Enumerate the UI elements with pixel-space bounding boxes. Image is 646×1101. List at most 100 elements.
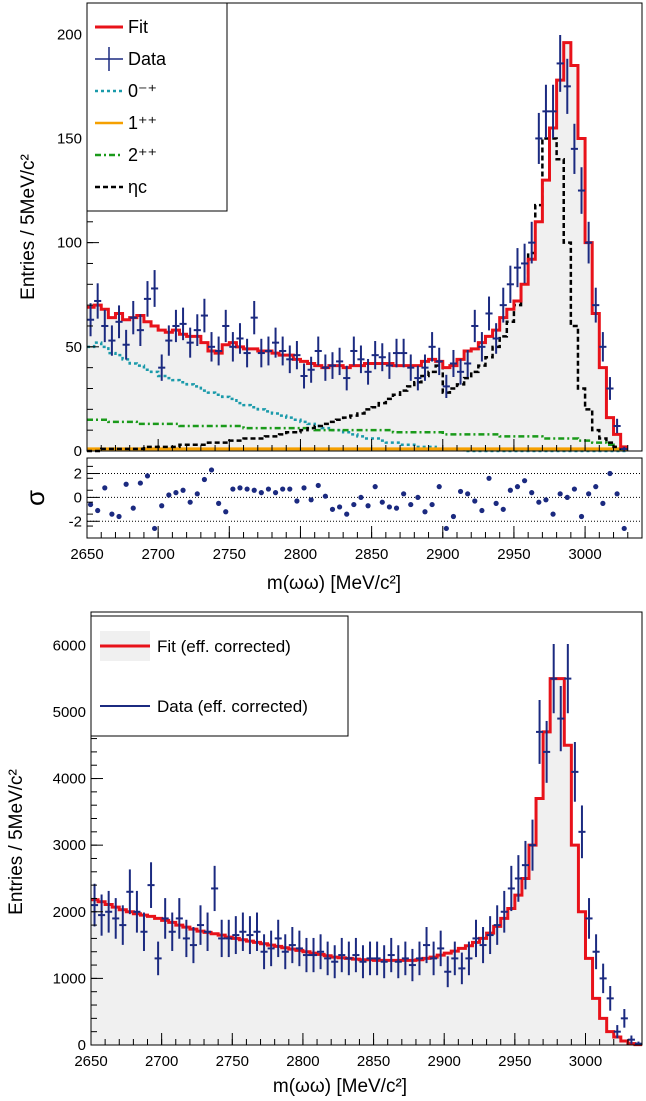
legend-data-label: Data (128, 49, 167, 69)
pull-point (223, 509, 229, 515)
data-eff-point (147, 862, 155, 908)
pull-point (95, 507, 101, 514)
data-eff-point (302, 937, 310, 973)
data-point (222, 309, 230, 343)
pull-point (201, 476, 208, 483)
data-eff-point (514, 855, 522, 902)
data-eff-point (430, 941, 438, 976)
data-point (87, 303, 95, 337)
data-eff-point (458, 952, 466, 985)
data-eff-point (274, 919, 282, 958)
data-point (158, 354, 166, 381)
pull-point (465, 491, 471, 497)
pull-point (408, 501, 414, 508)
data-eff-point (521, 840, 529, 890)
data-eff-point (232, 916, 240, 955)
data-eff-point (557, 685, 565, 752)
pull-point (486, 475, 492, 481)
pull-point (123, 481, 129, 487)
pull-point (294, 498, 300, 504)
x-tick-label: 2700 (145, 1053, 178, 1070)
data-point (250, 300, 258, 335)
data-eff-point (423, 927, 431, 964)
pull-point (251, 487, 257, 493)
data-point (492, 323, 500, 354)
pull-point (159, 503, 165, 509)
data-eff-point (175, 898, 183, 939)
data-point (207, 332, 216, 362)
data-point (286, 345, 294, 374)
data-eff-point (140, 912, 148, 951)
data-point (300, 363, 308, 389)
pull-point (322, 493, 328, 499)
pull-point (187, 499, 193, 505)
data-point (535, 112, 543, 164)
pull-point (180, 487, 186, 493)
data-point (442, 374, 450, 399)
data-eff-point (246, 916, 254, 955)
legend-fit-label: Fit (128, 17, 148, 37)
data-point (421, 354, 429, 381)
pull-point (137, 480, 143, 486)
x-tick-label: 2800 (286, 1053, 319, 1070)
pull-point (586, 491, 592, 497)
legend-fit-eff-label: Fit (eff. corrected) (157, 637, 291, 656)
data-eff-point (189, 927, 197, 964)
data-point (314, 336, 322, 366)
pull-point (564, 494, 570, 501)
data-point (613, 418, 621, 434)
y-axis-label: Entries / 5MeV/c² (18, 154, 39, 300)
data-eff-point (133, 890, 141, 933)
data-point (321, 354, 329, 381)
y-tick-label: 2 (74, 466, 82, 483)
data-eff-point (373, 941, 381, 976)
data-eff-point (281, 934, 289, 970)
x-tick-label: 2650 (74, 1053, 107, 1070)
data-eff-point (500, 890, 508, 933)
data-point (478, 332, 486, 362)
pull-point (536, 499, 542, 505)
data-point (357, 345, 365, 374)
pull-point (87, 501, 94, 508)
x-tick-label: 2950 (498, 1053, 531, 1070)
data-point (378, 343, 386, 372)
data-eff-point (331, 945, 339, 979)
pull-point (315, 482, 321, 489)
pull-point (571, 486, 578, 492)
data-point (464, 349, 472, 377)
data-point (101, 309, 109, 343)
y-tick-label: -2 (69, 513, 82, 530)
data-eff-point (204, 912, 212, 951)
data-point (620, 446, 628, 451)
pull-point (280, 486, 286, 492)
data-point (272, 327, 280, 358)
y-axis-label-bottom: Entries / 5MeV/c² (6, 769, 27, 915)
data-point (400, 338, 408, 368)
y-tick-label: 6000 (53, 637, 86, 654)
data-eff-point (528, 819, 537, 871)
x-tick-label: 2750 (216, 1053, 249, 1070)
data-eff-point (634, 1041, 642, 1045)
pull-point (365, 503, 371, 509)
pull-point (237, 485, 243, 491)
data-eff-point (317, 934, 325, 970)
data-eff-point (465, 941, 473, 976)
data-point (528, 221, 536, 264)
legend-2pp-label: 2⁺⁺ (128, 145, 157, 165)
pull-point (116, 513, 122, 520)
pull-point (401, 491, 407, 497)
pull-point (336, 504, 343, 510)
data-eff-point (288, 927, 296, 964)
data-eff-point (119, 905, 127, 945)
pull-point (351, 501, 357, 508)
pull-point (457, 488, 464, 495)
pull-plot-frame (86, 457, 643, 539)
x-tick-label: 2700 (141, 546, 174, 563)
data-eff-point (550, 644, 558, 714)
data-point (592, 287, 600, 323)
pull-point (144, 473, 151, 479)
data-point (151, 270, 159, 307)
data-point (293, 341, 301, 370)
data-eff-point (472, 919, 480, 958)
data-point (599, 332, 607, 362)
